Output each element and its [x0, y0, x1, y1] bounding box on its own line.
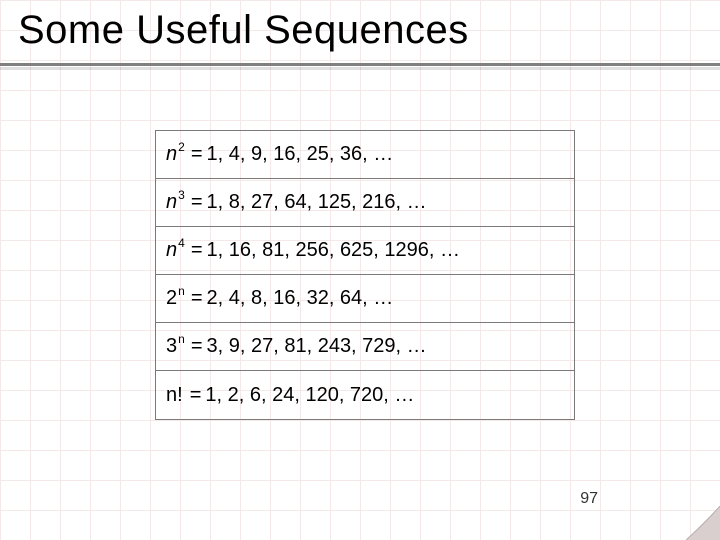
seq-exponent: n: [178, 332, 185, 346]
equals: =: [191, 191, 203, 214]
seq-values: 1, 2, 6, 24, 120, 720, …: [205, 384, 414, 407]
seq-base: n: [166, 239, 177, 262]
title-bar: Some Useful Sequences: [0, 4, 720, 66]
seq-values: 3, 9, 27, 81, 243, 729, …: [207, 335, 427, 358]
page-curl-icon: [686, 506, 720, 540]
page-number: 97: [580, 490, 598, 508]
seq-exponent: 2: [178, 140, 185, 154]
title-underline: [0, 63, 720, 66]
seq-base: 2: [166, 287, 177, 310]
table-row: 3n =3, 9, 27, 81, 243, 729, …: [156, 323, 574, 371]
seq-values: 1, 16, 81, 256, 625, 1296, …: [207, 239, 461, 262]
seq-base: n!: [166, 384, 183, 407]
equals: =: [191, 335, 203, 358]
seq-base: n: [166, 143, 177, 166]
slide-title: Some Useful Sequences: [18, 8, 469, 53]
table-row: n! =1, 2, 6, 24, 120, 720, …: [156, 371, 574, 419]
seq-values: 2, 4, 8, 16, 32, 64, …: [207, 287, 394, 310]
seq-values: 1, 4, 9, 16, 25, 36, …: [207, 143, 394, 166]
equals: =: [191, 239, 203, 262]
seq-exponent: 3: [178, 188, 185, 202]
seq-exponent: n: [178, 284, 185, 298]
equals: =: [191, 287, 203, 310]
seq-values: 1, 8, 27, 64, 125, 216, …: [207, 191, 427, 214]
table-row: n2 =1, 4, 9, 16, 25, 36, …: [156, 131, 574, 179]
table-row: 2n =2, 4, 8, 16, 32, 64, …: [156, 275, 574, 323]
seq-exponent: 4: [178, 236, 185, 250]
equals: =: [190, 384, 202, 407]
seq-base: n: [166, 191, 177, 214]
equals: =: [191, 143, 203, 166]
table-row: n3 =1, 8, 27, 64, 125, 216, …: [156, 179, 574, 227]
sequences-table: n2=1, 4, 9, 16, 25, 36, … n3=1, 8, 27, 6…: [155, 130, 575, 420]
table-row: n4 =1, 16, 81, 256, 625, 1296, …: [156, 227, 574, 275]
seq-base: 3: [166, 335, 177, 358]
